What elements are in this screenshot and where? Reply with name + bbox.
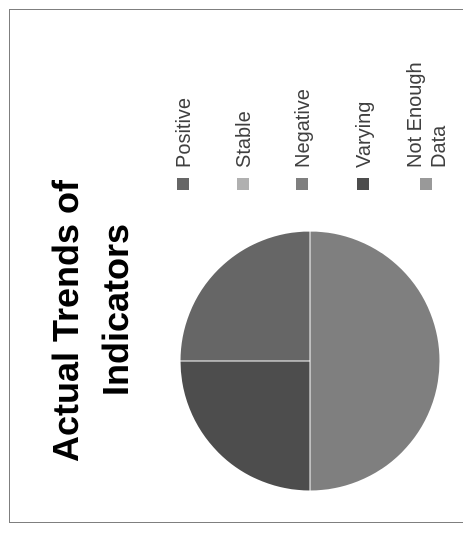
legend-marker-stable [237, 178, 249, 190]
legend-marker-positive [177, 178, 189, 190]
chart-title-line-1: Actual Trends of [45, 179, 86, 462]
legend-marker-varying [357, 178, 369, 190]
legend-label-varying: Varying [353, 102, 375, 168]
legend-marker-negative [296, 178, 308, 190]
legend: Positive Stable Negative Varying Not Enough D… [173, 62, 450, 190]
legend-label-not-enough-data-line-2: Data [428, 125, 450, 168]
pie-slice-varying [179, 360, 311, 492]
legend-label-negative: Negative [292, 89, 314, 168]
legend-label-stable: Stable [233, 111, 255, 168]
legend-label-not-enough-data-line-1: Not Enough [404, 62, 426, 168]
pie-slice-negative [309, 230, 441, 492]
chart-title-line-2: Indicators [95, 224, 136, 396]
pie-slices [179, 230, 441, 492]
legend-label-positive: Positive [173, 98, 195, 168]
legend-marker-not-enough-data [420, 178, 432, 190]
pie-slice-positive [179, 230, 311, 362]
